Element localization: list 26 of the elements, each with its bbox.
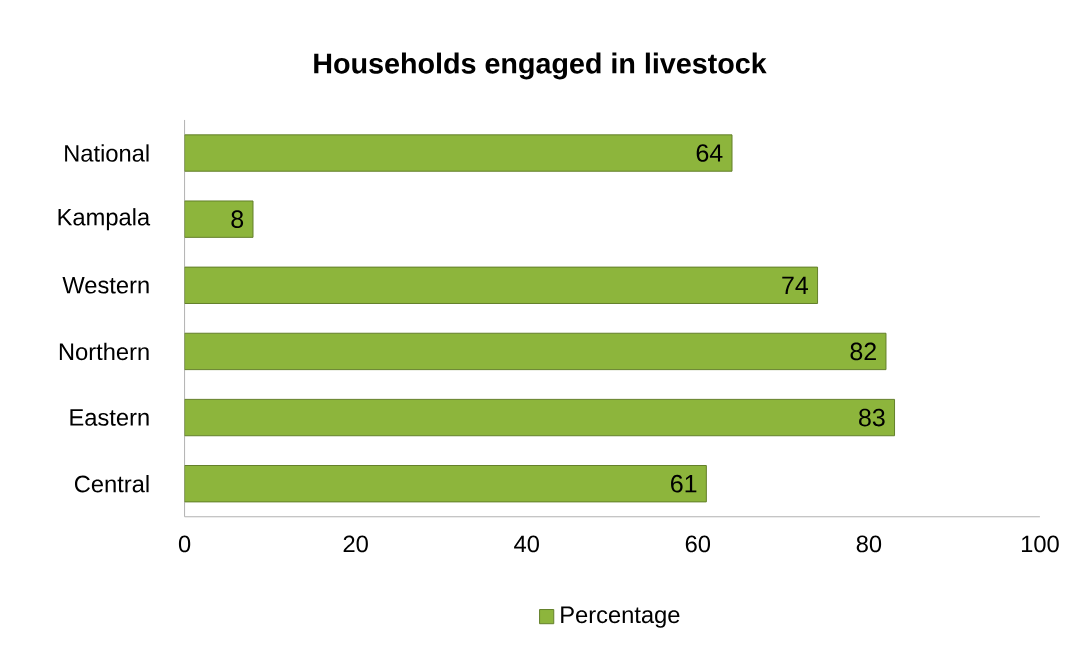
y-tick-label: Central [74,474,149,493]
y-tick-label: Western [62,276,149,294]
x-tick-label: 20 [343,535,368,553]
bar [184,134,733,172]
y-tick-label: Northern [59,342,149,360]
data-label: 8 [231,210,244,228]
legend-label: Percentage [561,606,680,628]
data-label: 83 [859,408,885,427]
chart-title: Households engaged in livestock [314,52,767,80]
bar [184,266,819,304]
bar [184,332,887,370]
bar [184,464,707,503]
x-tick-label: 100 [1021,535,1059,553]
data-label: 64 [696,144,723,162]
y-tick-label: Kampala [58,207,151,231]
bar [184,398,896,437]
x-tick-label: 40 [514,535,539,553]
y-tick-label: National [65,144,149,162]
data-label: 82 [850,342,876,361]
x-tick-label: 80 [856,535,882,553]
data-label: 61 [671,474,697,493]
x-tick-label: 60 [685,535,711,553]
x-tick-label: 0 [178,535,191,553]
bar [184,200,254,238]
y-tick-label: Eastern [70,409,149,426]
data-label: 74 [782,276,808,294]
